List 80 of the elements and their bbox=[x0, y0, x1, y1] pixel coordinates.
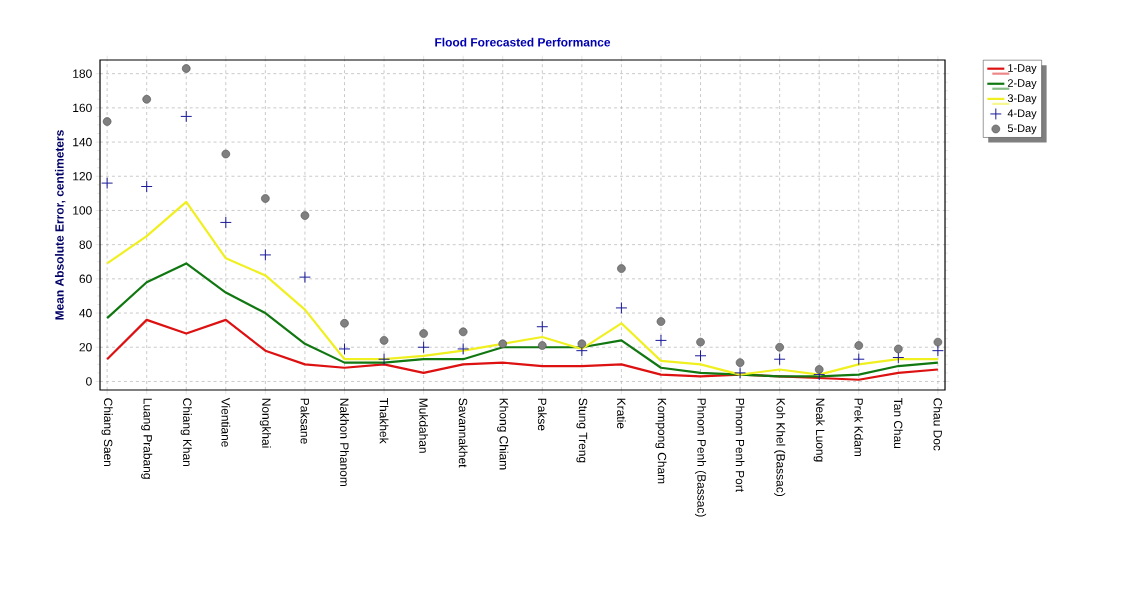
y-tick-label: 180 bbox=[73, 69, 92, 78]
point bbox=[538, 341, 547, 350]
x-tick-label: Tan Chau bbox=[893, 398, 903, 449]
point bbox=[894, 344, 903, 354]
x-tick-label: Luang Prabang bbox=[141, 398, 153, 479]
x-tick-label: Khong Chiam bbox=[497, 398, 509, 470]
point bbox=[577, 339, 587, 349]
point bbox=[181, 64, 191, 73]
point bbox=[140, 180, 153, 193]
point bbox=[419, 329, 428, 338]
point bbox=[536, 320, 549, 333]
point bbox=[814, 365, 824, 374]
point bbox=[735, 358, 745, 367]
legend-label: 5-Day bbox=[1007, 124, 1037, 135]
legend-label: 3-Day bbox=[1007, 94, 1037, 105]
point bbox=[696, 337, 705, 347]
point bbox=[101, 177, 114, 190]
x-tick-label: Koh Khel (Bassac) bbox=[774, 398, 786, 496]
line-series bbox=[106, 200, 939, 376]
point bbox=[338, 342, 351, 355]
x-tick-label: Nongkhai bbox=[259, 398, 271, 448]
y-axis-title: Mean Absolute Error, centimeters bbox=[54, 130, 66, 320]
chart-title: Flood Forecasted Performance bbox=[435, 37, 611, 47]
x-tick-label: Neak Luong bbox=[813, 398, 825, 462]
point bbox=[261, 194, 270, 203]
point bbox=[852, 353, 865, 366]
point bbox=[458, 327, 468, 337]
point bbox=[498, 339, 508, 349]
point bbox=[933, 337, 943, 347]
x-tick-label: Prek Kdam bbox=[854, 398, 864, 457]
x-tick-label: Phnom Penh Port bbox=[735, 398, 745, 493]
point bbox=[654, 334, 667, 347]
x-tick-label: Vientiane bbox=[221, 397, 231, 447]
point bbox=[694, 349, 707, 362]
point bbox=[854, 341, 864, 350]
x-tick-label: Savannakhet bbox=[458, 398, 468, 468]
point bbox=[656, 317, 666, 326]
x-tick-label: Kratie bbox=[617, 398, 626, 429]
point bbox=[259, 248, 272, 261]
point bbox=[180, 110, 193, 123]
point bbox=[379, 336, 389, 345]
x-tick-label: Phnom Penh (Bassac) bbox=[694, 398, 707, 517]
point bbox=[734, 366, 747, 379]
point bbox=[378, 353, 391, 366]
y-tick-label: 80 bbox=[79, 240, 92, 249]
point bbox=[457, 342, 470, 355]
x-tick-label: Kompong Cham bbox=[655, 398, 667, 484]
point bbox=[142, 95, 151, 104]
y-tick-label: 0 bbox=[86, 377, 92, 386]
x-tick-label: Mukdahan bbox=[419, 398, 428, 453]
x-tick-label: Stung Treng bbox=[576, 398, 588, 463]
point bbox=[615, 301, 628, 314]
x-tick-label: Chiang Saen bbox=[101, 398, 113, 467]
point bbox=[775, 342, 784, 352]
x-tick-label: Thakhek bbox=[379, 398, 389, 444]
legend-label: 1-Day bbox=[1008, 64, 1037, 74]
point bbox=[221, 149, 231, 159]
x-tick-label: Nakhon Phanom bbox=[340, 398, 349, 486]
y-tick-label: 40 bbox=[79, 308, 92, 318]
point bbox=[219, 216, 232, 229]
legend-label: 4-Day bbox=[1007, 109, 1037, 120]
y-tick-label: 160 bbox=[73, 103, 92, 113]
y-tick-label: 120 bbox=[73, 172, 92, 181]
point bbox=[298, 271, 311, 284]
y-tick-label: 140 bbox=[73, 137, 92, 147]
x-tick-label: Paksane bbox=[300, 398, 310, 444]
point bbox=[102, 117, 112, 126]
point bbox=[300, 211, 310, 220]
y-tick-label: 100 bbox=[73, 206, 92, 215]
point bbox=[340, 319, 349, 328]
point bbox=[417, 341, 430, 354]
line-series bbox=[106, 318, 939, 381]
x-tick-label: Chau Doc bbox=[933, 398, 943, 451]
y-tick-label: 20 bbox=[79, 343, 92, 352]
x-tick-label: Chiang Khan bbox=[180, 398, 192, 467]
x-tick-label: Pakse bbox=[537, 398, 547, 431]
legend-label: 2-Day bbox=[1007, 79, 1037, 90]
point bbox=[773, 353, 786, 366]
y-tick-label: 60 bbox=[79, 274, 92, 284]
point bbox=[617, 264, 626, 273]
